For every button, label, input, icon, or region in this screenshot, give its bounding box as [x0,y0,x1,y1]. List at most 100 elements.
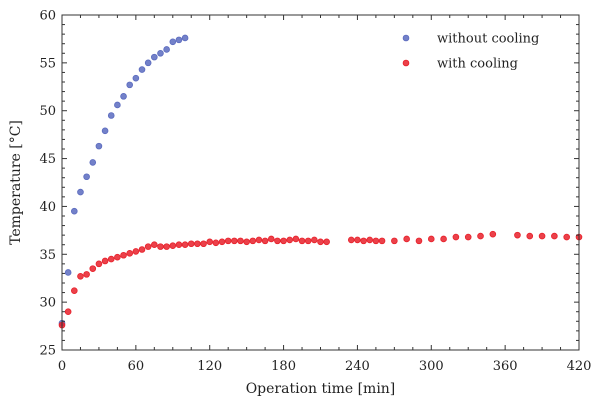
data-point [427,235,435,243]
data-point [126,250,134,257]
data-point [71,287,78,294]
data-point [311,236,318,244]
data-point [138,66,146,73]
data-point [563,233,570,241]
data-point [323,238,330,246]
data-point [114,253,121,261]
data-point [304,237,312,245]
legend-marker [402,34,410,42]
y-tick-label: 40 [39,200,56,215]
data-point [360,237,367,245]
data-point [175,36,183,44]
data-point [151,241,158,249]
data-point [243,238,250,246]
data-point [280,237,287,245]
data-point [372,237,380,245]
data-point [157,49,164,57]
data-point [151,53,158,61]
data-point [378,237,386,245]
data-point [514,231,521,239]
data-point [551,232,558,240]
data-point [95,260,103,268]
data-point [83,271,90,278]
axes-ticks: 0 60 120 180 240 300 360 420 25 30 35 40 45 50 55 60 [39,9,591,375]
data-point [120,251,127,259]
data-point [77,188,84,196]
data-point [144,243,152,250]
data-point [101,257,109,265]
data-point [138,246,146,253]
y-tick-label: 50 [39,104,56,119]
legend: without cooling with cooling [402,32,539,72]
data-point [181,34,189,42]
data-point [194,240,201,248]
data-point [231,237,238,245]
data-point [452,233,460,241]
data-point [255,236,263,244]
data-point [163,46,170,53]
data-point [212,239,220,247]
x-tick-label: 420 [567,359,592,374]
data-point [477,232,484,240]
data-point [120,93,127,100]
x-tick-label: 120 [197,359,222,374]
data-point [354,236,361,244]
data-point [526,232,534,240]
data-point [144,59,152,67]
data-point [347,236,355,244]
data-point [286,236,294,244]
y-tick-label: 55 [39,56,56,71]
data-point [200,240,207,248]
data-point [114,101,121,109]
data-point [489,230,497,238]
data-point [224,237,232,245]
y-tick-label: 30 [39,296,56,311]
series-without-cooling [58,34,189,327]
data-point [89,159,97,166]
data-point [298,237,306,245]
data-point [157,243,164,250]
data-point [181,241,189,249]
data-point [267,235,275,243]
data-point [261,237,269,245]
data-point [132,248,140,255]
data-point [169,38,177,46]
data-point [415,237,423,245]
data-point [107,255,115,263]
y-tick-label: 25 [39,344,56,359]
x-tick-label: 0 [58,359,66,374]
x-tick-label: 360 [493,359,518,374]
data-point [107,112,115,119]
series-with-cooling [58,230,583,329]
data-point [64,308,72,316]
data-point [464,233,472,241]
data-point [237,237,244,245]
data-point [132,74,140,82]
data-point [206,238,214,246]
data-point [440,235,447,243]
data-point [83,173,90,181]
data-point [218,238,226,246]
legend-label: without cooling [437,32,539,47]
x-tick-label: 180 [271,359,296,374]
data-point [71,207,78,215]
data-point [64,269,72,276]
data-point [95,142,103,150]
data-point [366,236,374,244]
x-axis-label: Operation time [min] [246,381,396,397]
y-tick-label: 45 [39,152,56,167]
data-point [187,240,195,248]
y-axis-label: Temperature [°C] [8,120,24,245]
data-point [538,232,546,240]
data-point [391,237,398,245]
data-point [101,127,109,135]
y-tick-label: 35 [39,248,56,263]
data-point [77,272,84,280]
data-point [274,237,281,245]
data-point [292,235,300,243]
data-point [89,265,97,272]
data-point [403,235,410,243]
legend-label: with cooling [437,57,518,72]
plot-marks [58,34,583,329]
